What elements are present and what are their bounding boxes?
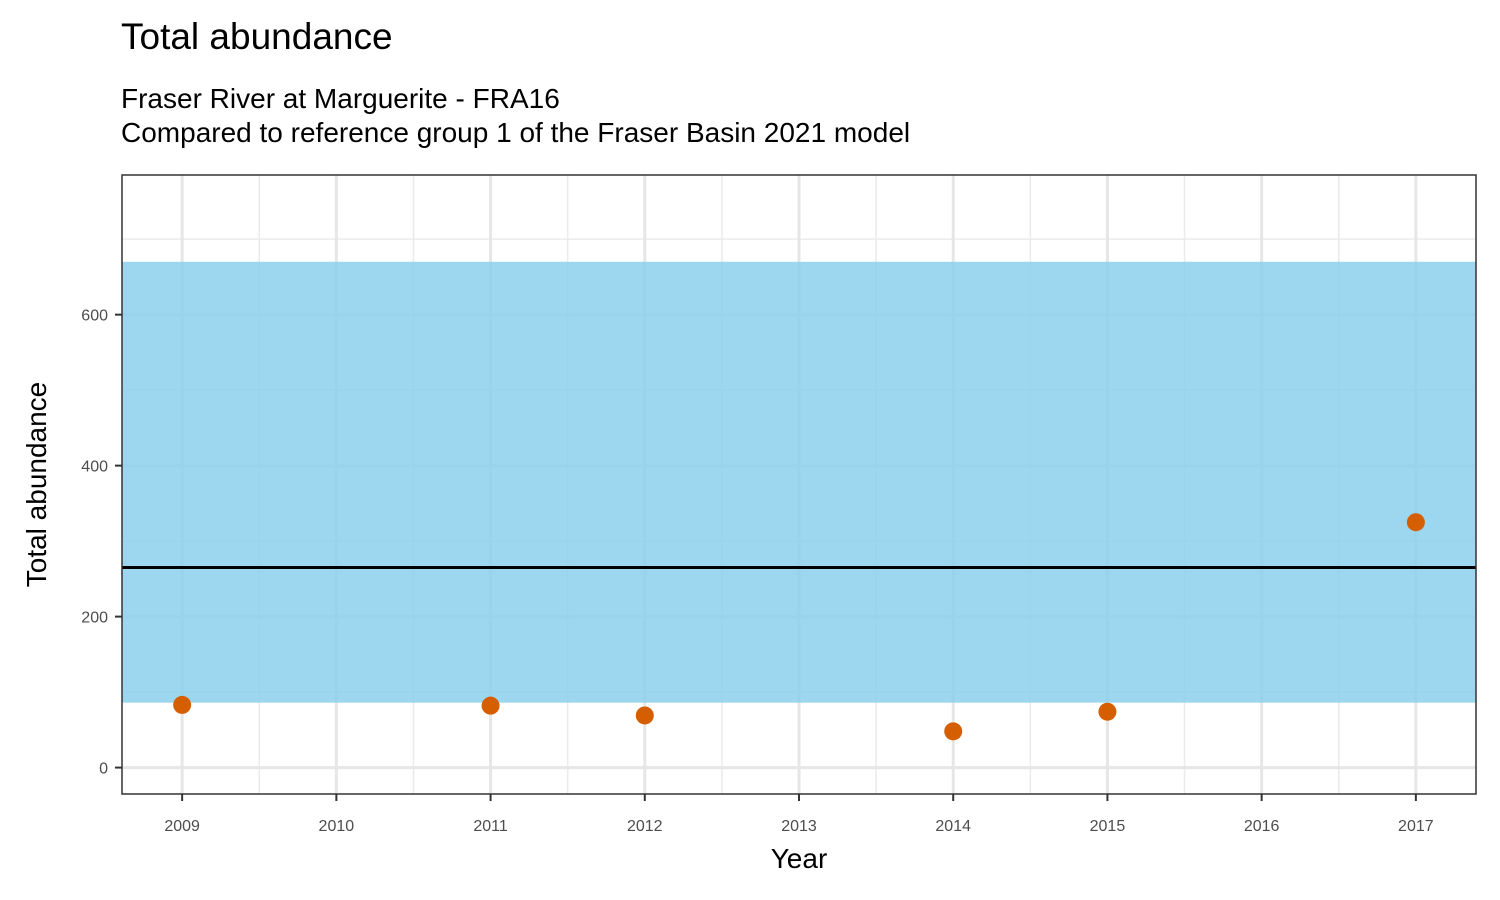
data-point <box>1406 513 1425 532</box>
chart-title: Total abundance <box>121 16 393 57</box>
data-points <box>173 513 1425 741</box>
x-tick-label: 2013 <box>781 818 817 835</box>
x-tick-label: 2016 <box>1244 818 1280 835</box>
y-tick-label: 600 <box>81 308 108 325</box>
x-tick-label: 2014 <box>935 818 971 835</box>
y-tick-label: 400 <box>81 459 108 476</box>
y-axis-title: Total abundance <box>21 382 52 588</box>
x-tick-label: 2010 <box>319 818 355 835</box>
y-tick-label: 0 <box>99 761 108 778</box>
data-point <box>635 706 654 725</box>
data-point <box>481 696 500 715</box>
x-tick-label: 2011 <box>473 818 508 835</box>
x-tick-label: 2017 <box>1398 818 1434 835</box>
x-tick-label: 2009 <box>164 818 200 835</box>
data-point <box>944 722 963 741</box>
reference-band <box>122 261 1476 703</box>
x-tick-label: 2012 <box>627 818 663 835</box>
x-axis-title: Year <box>771 843 828 874</box>
y-tick-label: 200 <box>81 610 108 627</box>
y-axis-ticks: 0 200 400 600 <box>81 308 122 778</box>
data-point <box>173 695 192 714</box>
subtitle-line-2: Compared to reference group 1 of the Fra… <box>121 116 911 148</box>
x-axis-ticks: 2009 2010 2011 2012 2013 2014 2015 2016 2017 <box>164 794 1434 835</box>
subtitle-line-1: Fraser River at Marguerite - FRA16 <box>121 83 560 114</box>
data-point <box>1098 702 1117 721</box>
x-tick-label: 2015 <box>1090 818 1126 835</box>
chart-subtitle: Fraser River at Marguerite - FRA16 Compa… <box>121 82 910 149</box>
